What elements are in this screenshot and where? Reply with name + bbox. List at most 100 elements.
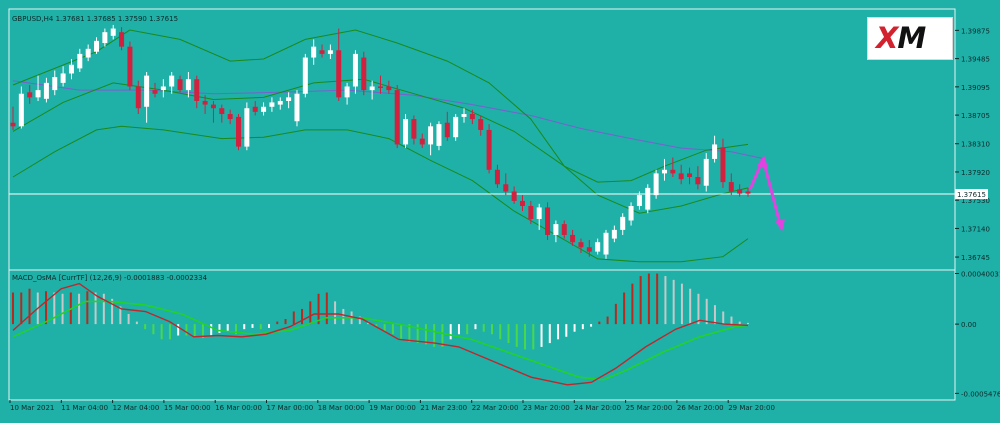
xm-logo: XM: [867, 17, 953, 60]
bull-candle: [645, 187, 651, 210]
price-tick-label: 1.39095: [961, 84, 990, 92]
bull-candle: [661, 169, 667, 174]
bull-candle: [344, 86, 350, 98]
moving-average-line: [12, 80, 765, 160]
bear-candle: [219, 108, 225, 115]
bull-candle: [352, 53, 358, 87]
bollinger-middle-line: [12, 78, 749, 214]
bear-candle: [670, 169, 676, 174]
bear-candle: [561, 224, 567, 235]
xm-logo-m: M: [897, 21, 926, 55]
macd-pane: [12, 273, 749, 386]
time-tick-label: 25 Mar 20:00: [626, 404, 673, 412]
bear-candle: [728, 182, 734, 192]
bear-candle: [678, 173, 684, 180]
bull-candle: [428, 126, 434, 145]
forecast-down-arrow: [761, 158, 783, 229]
macd-tick-label: -0.00054762: [961, 390, 1000, 398]
price-tick-label: 1.39875: [961, 27, 990, 35]
bear-candle: [545, 207, 551, 235]
bull-candle: [311, 46, 317, 58]
bull-candle: [261, 106, 267, 112]
bollinger-lower-line: [12, 125, 749, 263]
bull-candle: [636, 195, 642, 206]
bear-candle: [194, 79, 200, 101]
bull-candle: [169, 75, 175, 87]
time-tick-label: 22 Mar 20:00: [472, 404, 519, 412]
bear-candle: [528, 205, 534, 220]
bull-candle: [18, 93, 24, 127]
bear-candle: [745, 191, 751, 194]
bull-candle: [43, 82, 49, 99]
bull-candle: [436, 124, 442, 146]
price-tick-label: 1.37530: [961, 197, 990, 205]
current-price-tag: [955, 189, 988, 200]
bear-candle: [386, 86, 392, 91]
bear-candle: [135, 86, 141, 109]
bear-candle: [494, 169, 500, 185]
price-tick-label: 1.38310: [961, 141, 990, 149]
bull-candle: [185, 79, 191, 91]
bull-candle: [712, 144, 718, 159]
bull-candle: [286, 97, 292, 101]
bull-candle: [403, 119, 409, 145]
bear-candle: [152, 90, 158, 94]
bull-candle: [302, 57, 308, 94]
bear-candle: [394, 90, 400, 145]
forecast-down-arrowhead: [775, 218, 785, 232]
bull-candle: [110, 28, 116, 36]
xm-logo-text: XM: [876, 21, 926, 55]
bear-candle: [10, 122, 16, 127]
price-tick-label: 1.37920: [961, 169, 990, 177]
bear-candle: [119, 32, 125, 47]
bear-candle: [210, 104, 216, 109]
bear-candle: [444, 122, 450, 138]
bull-candle: [553, 224, 559, 235]
bull-candle: [653, 173, 659, 196]
bear-candle: [127, 46, 133, 87]
bear-candle: [720, 147, 726, 183]
bull-candle: [35, 90, 41, 98]
time-tick-label: 21 Mar 23:00: [420, 404, 467, 412]
bull-candle: [595, 242, 601, 252]
xm-logo-x: X: [876, 21, 898, 55]
bear-candle: [570, 234, 576, 243]
bear-candle: [361, 57, 367, 91]
time-tick-label: 10 Mar 2021: [10, 404, 54, 412]
bear-candle: [503, 184, 509, 192]
bull-candle: [160, 86, 166, 91]
price-tick-label: 1.37140: [961, 225, 990, 233]
bear-candle: [378, 86, 383, 88]
bull-candle: [327, 50, 333, 54]
plot-border: [8, 8, 956, 401]
bull-candle: [277, 100, 283, 105]
time-tick-label: 23 Mar 20:00: [523, 404, 570, 412]
bull-candle: [603, 232, 609, 255]
bear-candle: [578, 242, 584, 248]
bear-candle: [695, 177, 701, 185]
price-tick-label: 1.38705: [961, 112, 990, 120]
time-tick-label: 29 Mar 20:00: [728, 404, 775, 412]
bear-candle: [737, 189, 743, 194]
bull-candle: [611, 229, 617, 239]
bull-candle: [85, 48, 91, 58]
current-price-label: 1.37615: [957, 191, 986, 199]
bull-candle: [453, 116, 459, 138]
bear-candle: [469, 114, 475, 120]
macd-indicator-title: MACD_OsMA [CurrTF] (12,26,9) -0.0001883 …: [12, 274, 208, 282]
time-tick-label: 15 Mar 00:00: [164, 404, 211, 412]
bull-candle: [628, 205, 634, 221]
bear-candle: [236, 116, 242, 147]
bull-candle: [244, 108, 250, 147]
time-tick-label: 16 Mar 00:00: [215, 404, 262, 412]
bull-candle: [294, 93, 300, 122]
macd-signal-line: [12, 300, 749, 381]
time-tick-label: 26 Mar 20:00: [677, 404, 724, 412]
macd-tick-label: 0.00: [961, 321, 977, 329]
bull-candle: [369, 86, 375, 91]
time-tick-label: 18 Mar 00:00: [318, 404, 365, 412]
price-pane: [9, 24, 955, 263]
bull-candle: [269, 102, 275, 107]
bear-candle: [177, 79, 183, 91]
